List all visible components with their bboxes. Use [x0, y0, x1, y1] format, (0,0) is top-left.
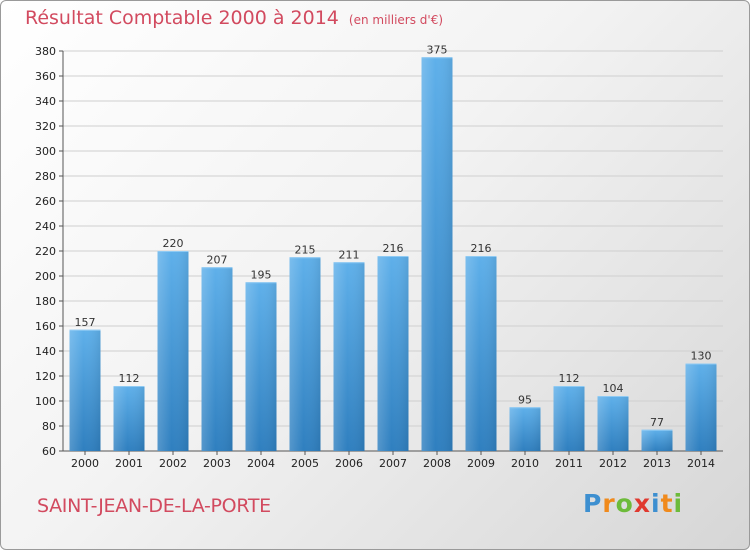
- y-tick-label: 320: [35, 120, 56, 133]
- chart-title-main: Résultat Comptable 2000 à 2014: [25, 7, 339, 29]
- logo-letter: t: [660, 489, 674, 518]
- chart-title-subtitle: (en milliers d'€): [348, 13, 444, 27]
- value-label: 104: [603, 382, 624, 395]
- bar-shine-2000: [69, 329, 101, 451]
- x-tick-label: 2006: [335, 457, 363, 470]
- logo-letter: P: [583, 489, 603, 518]
- value-label: 130: [691, 350, 712, 363]
- proxiti-logo: Proxiti: [583, 489, 683, 518]
- y-tick-label: 120: [35, 370, 56, 383]
- value-label: 195: [251, 268, 272, 281]
- bar-shine-2007: [377, 256, 409, 451]
- y-tick-label: 80: [42, 420, 56, 433]
- y-tick-label: 180: [35, 295, 56, 308]
- y-tick-label: 340: [35, 95, 56, 108]
- bar-shine-2002: [157, 251, 189, 451]
- x-tick-label: 2004: [247, 457, 275, 470]
- value-label: 375: [427, 43, 448, 56]
- bar-shine-2006: [333, 262, 365, 451]
- value-label: 112: [119, 372, 140, 385]
- chart-title: Résultat Comptable 2000 à 2014 (en millie…: [25, 7, 443, 29]
- x-tick-label: 2000: [71, 457, 99, 470]
- bar-shine-2012: [597, 396, 629, 451]
- y-tick-label: 380: [35, 45, 56, 58]
- bar-shine-2009: [465, 256, 497, 451]
- bar-shine-2011: [553, 386, 585, 451]
- logo-letter: i: [673, 489, 684, 518]
- value-label: 220: [163, 237, 184, 250]
- logo-letter: o: [615, 489, 634, 518]
- x-tick-label: 2003: [203, 457, 231, 470]
- value-label: 215: [295, 243, 316, 256]
- y-tick-label: 220: [35, 245, 56, 258]
- y-tick-label: 200: [35, 270, 56, 283]
- value-label: 216: [383, 242, 404, 255]
- logo-letter: i: [651, 489, 661, 518]
- y-tick-label: 60: [42, 445, 56, 458]
- bar-shine-2010: [509, 407, 541, 451]
- x-tick-label: 2008: [423, 457, 451, 470]
- bar-shine-2008: [421, 57, 453, 451]
- y-tick-label: 160: [35, 320, 56, 333]
- value-label: 95: [518, 393, 532, 406]
- x-tick-label: 2014: [687, 457, 715, 470]
- bar-shine-2003: [201, 267, 233, 451]
- x-tick-label: 2007: [379, 457, 407, 470]
- x-tick-label: 2001: [115, 457, 143, 470]
- logo-letter: x: [633, 489, 651, 518]
- commune-name: SAINT-JEAN-DE-LA-PORTE: [37, 495, 271, 517]
- bar-shine-2014: [685, 363, 717, 451]
- x-tick-label: 2012: [599, 457, 627, 470]
- y-tick-label: 280: [35, 170, 56, 183]
- logo-letter: r: [602, 489, 616, 518]
- x-tick-label: 2002: [159, 457, 187, 470]
- value-label: 112: [559, 372, 580, 385]
- y-tick-label: 140: [35, 345, 56, 358]
- y-tick-label: 240: [35, 220, 56, 233]
- x-tick-label: 2005: [291, 457, 319, 470]
- value-label: 77: [650, 416, 664, 429]
- value-label: 211: [339, 248, 360, 261]
- bar-shine-2004: [245, 282, 277, 451]
- bar-shine-2013: [641, 429, 673, 451]
- x-tick-label: 2011: [555, 457, 583, 470]
- y-tick-label: 360: [35, 70, 56, 83]
- x-tick-label: 2010: [511, 457, 539, 470]
- y-tick-label: 300: [35, 145, 56, 158]
- value-label: 207: [207, 253, 228, 266]
- bar-shine-2001: [113, 386, 145, 451]
- bars: [69, 57, 717, 451]
- value-label: 216: [471, 242, 492, 255]
- labels: 60 80 100 120 140 160 180 200 220 240 260 280 300 320…: [35, 43, 715, 470]
- x-tick-label: 2013: [643, 457, 671, 470]
- y-tick-label: 260: [35, 195, 56, 208]
- bar-shine-2005: [289, 257, 321, 451]
- x-tick-label: 2009: [467, 457, 495, 470]
- y-tick-label: 100: [35, 395, 56, 408]
- value-label: 157: [75, 316, 96, 329]
